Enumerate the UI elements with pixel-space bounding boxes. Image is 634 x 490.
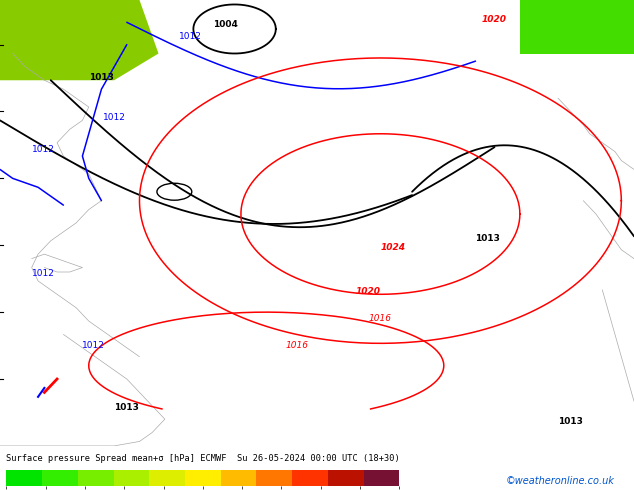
Polygon shape [0, 0, 158, 80]
Bar [113, 470, 149, 487]
Text: 1020: 1020 [482, 15, 507, 24]
Bar [292, 470, 328, 487]
Text: 1012: 1012 [82, 341, 105, 350]
Text: 1016: 1016 [369, 314, 392, 323]
Bar [185, 470, 221, 487]
Text: 1013: 1013 [476, 234, 500, 243]
Text: 1012: 1012 [103, 113, 126, 122]
Bar [221, 470, 257, 487]
Text: 1013: 1013 [89, 74, 113, 82]
Text: 1016: 1016 [285, 341, 308, 350]
Text: 1012: 1012 [179, 32, 202, 41]
Bar [328, 470, 364, 487]
Text: 1024: 1024 [380, 243, 406, 252]
Bar [42, 470, 78, 487]
Bar [78, 470, 113, 487]
Polygon shape [520, 0, 634, 53]
Text: Surface pressure Spread mean+σ [hPa] ECMWF  Su 26-05-2024 00:00 UTC (18+30): Surface pressure Spread mean+σ [hPa] ECM… [6, 454, 400, 463]
Text: 1012: 1012 [32, 145, 55, 153]
Bar [6, 470, 42, 487]
Text: 1013: 1013 [558, 416, 583, 426]
Text: 1012: 1012 [32, 270, 55, 278]
Bar [364, 470, 399, 487]
Bar [149, 470, 185, 487]
Text: 1013: 1013 [114, 403, 139, 412]
Bar [257, 470, 292, 487]
Text: ©weatheronline.co.uk: ©weatheronline.co.uk [506, 476, 615, 486]
Text: 1020: 1020 [355, 287, 380, 296]
Text: 1004: 1004 [212, 20, 238, 29]
